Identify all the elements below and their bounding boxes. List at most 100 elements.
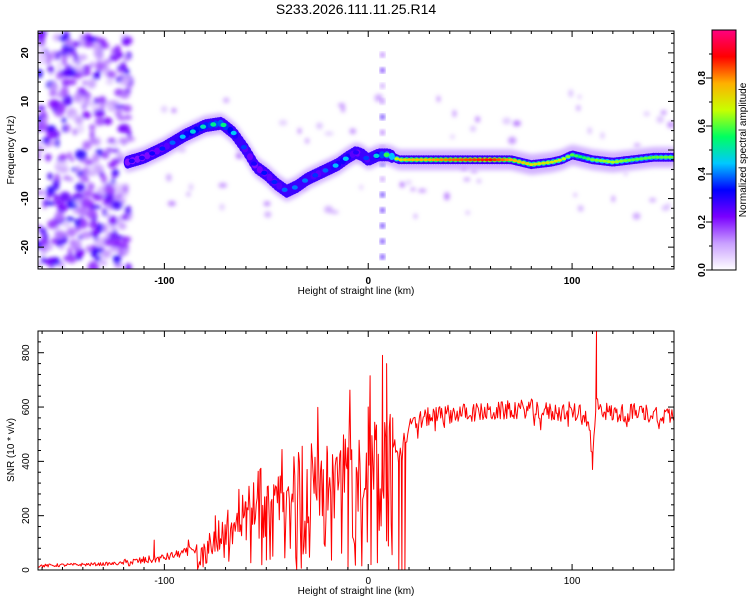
noise-blob xyxy=(632,212,641,220)
ridge-core xyxy=(561,157,567,161)
ridge-core xyxy=(639,157,644,161)
noise-blob xyxy=(66,227,77,238)
noise-blob xyxy=(115,107,123,119)
noise-blob xyxy=(444,192,450,201)
noise-blob xyxy=(66,255,77,264)
noise-blob xyxy=(101,174,107,184)
noise-blob xyxy=(38,115,42,123)
noise-blob xyxy=(88,166,96,174)
noise-blob xyxy=(75,206,87,213)
noise-blob xyxy=(120,214,129,221)
ridge-core xyxy=(614,160,620,164)
noise-blob xyxy=(82,80,88,86)
ridge-mid xyxy=(163,142,170,150)
ridge-core xyxy=(398,158,404,162)
noise-blob xyxy=(165,173,172,182)
noise-blob xyxy=(54,230,66,240)
ridge-core xyxy=(261,170,268,176)
noise-blob xyxy=(56,61,62,72)
colorbar-tick-label: 0.0 xyxy=(697,263,708,277)
noise-blob xyxy=(89,220,98,229)
noise-blob xyxy=(413,213,418,219)
noise-blob xyxy=(113,263,124,269)
noise-blob xyxy=(119,91,130,99)
ridge-mid xyxy=(144,152,151,160)
noise-blob xyxy=(452,109,457,118)
ridge-core xyxy=(332,163,339,168)
ridge-core xyxy=(230,130,237,136)
noise-blob xyxy=(38,224,43,230)
ridge-core xyxy=(500,158,505,162)
ridge-core xyxy=(504,158,510,162)
noise-blob xyxy=(120,198,126,204)
y-tick-label: 800 xyxy=(21,344,32,361)
noise-blob xyxy=(122,248,128,254)
ridge-core xyxy=(508,158,514,162)
noise-blob xyxy=(80,231,92,239)
ridge-core xyxy=(363,155,370,161)
noise-blob xyxy=(223,97,230,103)
ridge-core xyxy=(210,122,217,127)
ridge-core xyxy=(667,155,673,159)
column-blob xyxy=(380,83,385,89)
ridge-core xyxy=(565,155,571,159)
noise-blob xyxy=(44,257,57,266)
y-tick-label: 200 xyxy=(21,507,32,524)
noise-blob xyxy=(324,205,333,214)
noise-blob xyxy=(55,159,68,168)
ridge-core xyxy=(463,158,469,162)
ridge-core xyxy=(626,158,632,162)
noise-blob xyxy=(67,152,72,159)
x-tick-label: 0 xyxy=(365,276,371,287)
spectrogram-noise-blobs xyxy=(38,31,674,269)
ridge-core xyxy=(459,158,465,162)
ridge-core xyxy=(610,160,616,164)
ridge-core xyxy=(302,178,309,183)
noise-blob xyxy=(39,239,50,246)
ridge-core xyxy=(251,161,258,166)
noise-blob xyxy=(98,95,106,104)
ridge-core xyxy=(220,122,227,128)
ridge-core xyxy=(598,159,603,163)
noise-blob xyxy=(68,78,77,86)
colorbar-label: Normalized spectral amplitude xyxy=(738,82,749,217)
noise-blob xyxy=(94,223,105,233)
ridge-mid xyxy=(276,182,283,190)
noise-blob xyxy=(92,72,101,80)
noise-blob xyxy=(649,198,657,203)
noise-blob xyxy=(53,193,59,201)
noise-blob xyxy=(103,223,108,233)
ridge-core xyxy=(529,163,534,167)
noise-blob xyxy=(418,188,427,193)
column-blob xyxy=(380,223,385,229)
noise-blob xyxy=(338,103,346,107)
ridge-core xyxy=(496,158,501,162)
ridge-core xyxy=(281,187,288,193)
noise-blob xyxy=(78,54,88,61)
noise-blob xyxy=(47,172,53,180)
noise-blob xyxy=(74,218,81,228)
noise-blob xyxy=(83,41,95,48)
noise-blob xyxy=(65,123,71,133)
noise-blob xyxy=(106,71,111,76)
ridge-core xyxy=(189,129,196,134)
ridge-core xyxy=(533,162,538,166)
ridge-core xyxy=(488,158,493,162)
noise-blob xyxy=(633,143,641,147)
noise-blob xyxy=(463,177,471,182)
noise-blob xyxy=(349,128,356,134)
ridge-mid xyxy=(247,153,253,161)
noise-blob xyxy=(94,117,105,126)
noise-blob xyxy=(85,245,92,253)
noise-blob xyxy=(52,181,60,191)
noise-blob xyxy=(465,210,470,215)
noise-blob xyxy=(102,67,108,78)
noise-blob xyxy=(111,173,118,178)
ridge-core xyxy=(342,156,349,161)
noise-blob xyxy=(38,146,46,152)
noise-blob xyxy=(116,186,121,198)
ridge-core xyxy=(159,146,166,151)
ridge-core xyxy=(573,154,579,158)
noise-blob xyxy=(316,122,323,130)
